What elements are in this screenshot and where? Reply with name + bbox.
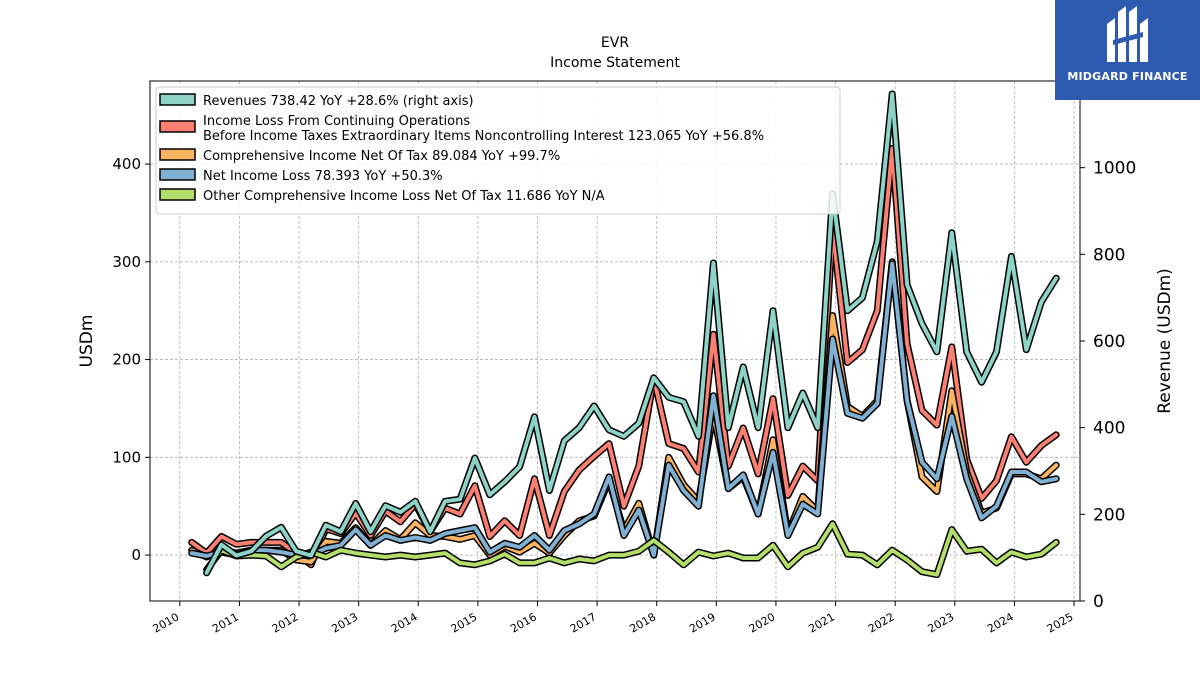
y-right-tick-label: 0 — [1093, 592, 1104, 612]
y-right-tick-label: 1000 — [1093, 159, 1136, 179]
x-tick-label: 2017 — [568, 610, 599, 635]
y-tick-label: 300 — [112, 253, 141, 271]
x-tick-label: 2011 — [210, 610, 241, 635]
chart-subtitle: Income Statement — [550, 55, 680, 71]
legend-label: Revenues 738.42 YoY +28.6% (right axis) — [203, 94, 474, 109]
x-tick-label: 2012 — [270, 610, 301, 635]
y-axis-label: USDm — [77, 315, 97, 368]
series-stroke — [189, 261, 1059, 558]
y-right-tick-label: 600 — [1093, 332, 1125, 352]
series-line-0 — [203, 90, 1060, 577]
legend-frame — [155, 86, 841, 215]
x-tick-label: 2022 — [866, 610, 897, 635]
legend-label: Other Comprehensive Income Loss Net Of T… — [203, 189, 605, 204]
series-stroke — [204, 521, 1059, 577]
legend-swatch — [159, 188, 196, 201]
series-line-3 — [188, 260, 1060, 560]
legend-label: Net Income Loss 78.393 YoY +50.3% — [203, 169, 443, 184]
midgard-logo-icon — [1107, 6, 1148, 62]
legend-swatch — [159, 93, 196, 106]
x-tick-label: 2013 — [329, 610, 360, 635]
y-axis-right-label: Revenue (USDm) — [1155, 268, 1175, 414]
x-tick-label: 2014 — [389, 610, 420, 635]
legend: Revenues 738.42 YoY +28.6% (right axis) I… — [155, 86, 841, 215]
legend-swatch — [159, 168, 196, 181]
y-right-tick-label: 800 — [1093, 245, 1125, 265]
x-tick-label: 2024 — [985, 610, 1016, 635]
y-right-tick-label: 400 — [1093, 419, 1125, 439]
series-stroke — [204, 92, 1059, 575]
series-layer — [188, 90, 1060, 579]
x-tick-label: 2019 — [687, 610, 718, 635]
axes: 2010 2011 2012 2013 2014 2015 2016 2017 2018 2019… — [112, 155, 1136, 636]
x-tick-label: 2015 — [449, 610, 480, 635]
y-tick-label: 200 — [112, 351, 141, 369]
series-line-4 — [203, 520, 1060, 579]
x-tick-label: 2020 — [747, 610, 778, 635]
x-tick-label: 2010 — [151, 610, 182, 635]
y-tick-label: 0 — [131, 546, 141, 564]
chart-title: EVR — [601, 35, 629, 51]
y-tick-label: 400 — [112, 155, 141, 173]
legend-label: Income Loss From Continuing Operations — [203, 114, 470, 129]
x-tick-label: 2023 — [926, 610, 957, 635]
brand-logo: MIDGARD FINANCE — [1055, 0, 1200, 100]
legend-swatch — [159, 120, 196, 133]
legend-swatch — [159, 148, 196, 161]
logo-text: MIDGARD FINANCE — [1067, 70, 1188, 83]
series-outline — [188, 260, 1060, 560]
x-tick-label: 2021 — [806, 610, 837, 635]
x-tick-label: 2025 — [1045, 610, 1076, 635]
x-tick-label: 2016 — [508, 610, 539, 635]
y-right-tick-label: 200 — [1093, 505, 1125, 525]
legend-label: Comprehensive Income Net Of Tax 89.084 Y… — [203, 149, 560, 164]
x-tick-label: 2018 — [627, 610, 658, 635]
legend-label: Before Income Taxes Extraordinary Items … — [203, 129, 764, 144]
y-tick-label: 100 — [112, 448, 141, 466]
